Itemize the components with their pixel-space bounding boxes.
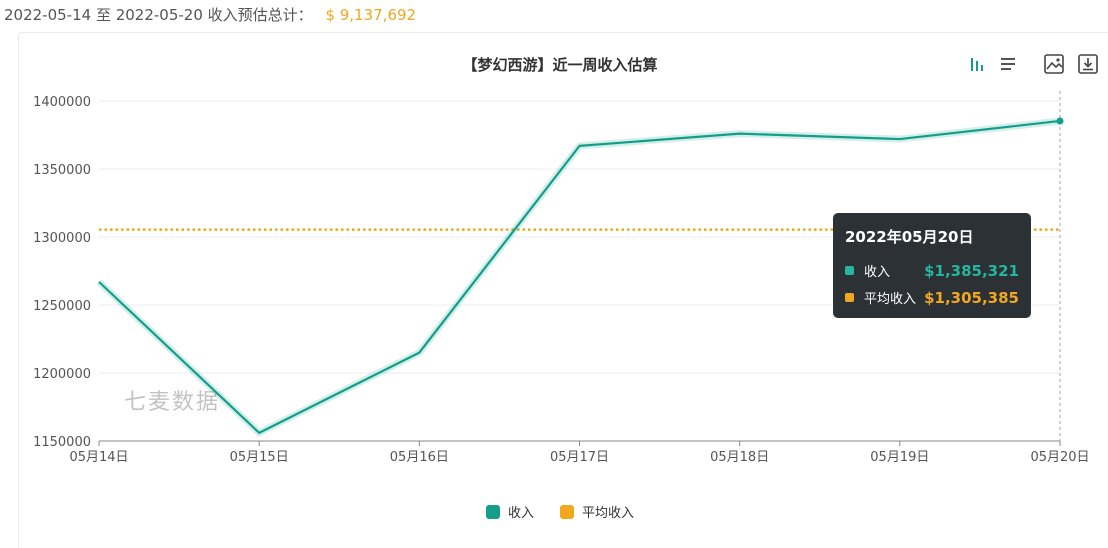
chart-title: 【梦幻西游】近一周收入估算 bbox=[462, 56, 658, 74]
summary-total: $ 9,137,692 bbox=[325, 6, 417, 24]
legend-item-average[interactable]: 平均收入 bbox=[560, 502, 634, 521]
x-tick-label: 05月19日 bbox=[870, 450, 929, 465]
legend: 收入 平均收入 bbox=[0, 502, 1108, 521]
summary-range-label: 2022-05-14 至 2022-05-20 收入预估总计： bbox=[4, 6, 313, 24]
legend-swatch-revenue bbox=[485, 504, 500, 519]
watermark-text: 七麦数据 bbox=[124, 390, 221, 415]
y-tick-label: 1200000 bbox=[33, 367, 91, 382]
x-tick-label: 05月16日 bbox=[390, 450, 449, 465]
x-tick-label: 05月18日 bbox=[710, 450, 769, 465]
tooltip-row: 收入 $1,385,321 bbox=[845, 257, 1019, 284]
x-tick-label: 05月17日 bbox=[550, 450, 609, 465]
tooltip-label-revenue: 收入 bbox=[864, 265, 891, 280]
download-icon[interactable] bbox=[1076, 52, 1100, 76]
view-toggle bbox=[966, 52, 1020, 76]
y-tick-label: 1300000 bbox=[33, 231, 91, 246]
x-tick-label: 05月15日 bbox=[230, 450, 289, 465]
tooltip-title: 2022年05月20日 bbox=[845, 228, 974, 246]
chart-card bbox=[18, 32, 1108, 548]
tooltip-row: 平均收入 $1,305,385 bbox=[845, 284, 1019, 311]
tooltip-value-revenue: $1,385,321 bbox=[924, 261, 1019, 280]
legend-swatch-average bbox=[560, 504, 574, 519]
tooltip-dot-revenue bbox=[845, 266, 854, 275]
y-tick-label: 1250000 bbox=[33, 299, 91, 314]
y-tick-label: 1350000 bbox=[33, 163, 91, 178]
legend-item-revenue[interactable]: 收入 bbox=[485, 502, 534, 521]
tooltip-value-average: $1,305,385 bbox=[924, 288, 1019, 307]
tooltip: 2022年05月20日 收入 $1,385,321 平均收入 $1,305,38… bbox=[833, 213, 1031, 318]
summary-line: 2022-05-14 至 2022-05-20 收入预估总计： $ 9,137,… bbox=[4, 4, 416, 25]
tooltip-label-average: 平均收入 bbox=[864, 292, 917, 307]
legend-label-revenue: 收入 bbox=[507, 506, 534, 521]
list-icon[interactable] bbox=[996, 52, 1020, 76]
legend-label-average: 平均收入 bbox=[582, 506, 635, 521]
data-point-revenue bbox=[1056, 117, 1064, 125]
tooltip-dot-average bbox=[845, 293, 854, 302]
x-tick-label: 05月14日 bbox=[69, 450, 128, 465]
chart-actions bbox=[1042, 52, 1100, 76]
save-image-icon[interactable] bbox=[1042, 52, 1066, 76]
bar-chart-icon[interactable] bbox=[966, 52, 990, 76]
y-tick-label: 1400000 bbox=[33, 95, 91, 110]
y-tick-label: 1150000 bbox=[33, 435, 91, 450]
x-tick-label: 05月20日 bbox=[1030, 450, 1089, 465]
